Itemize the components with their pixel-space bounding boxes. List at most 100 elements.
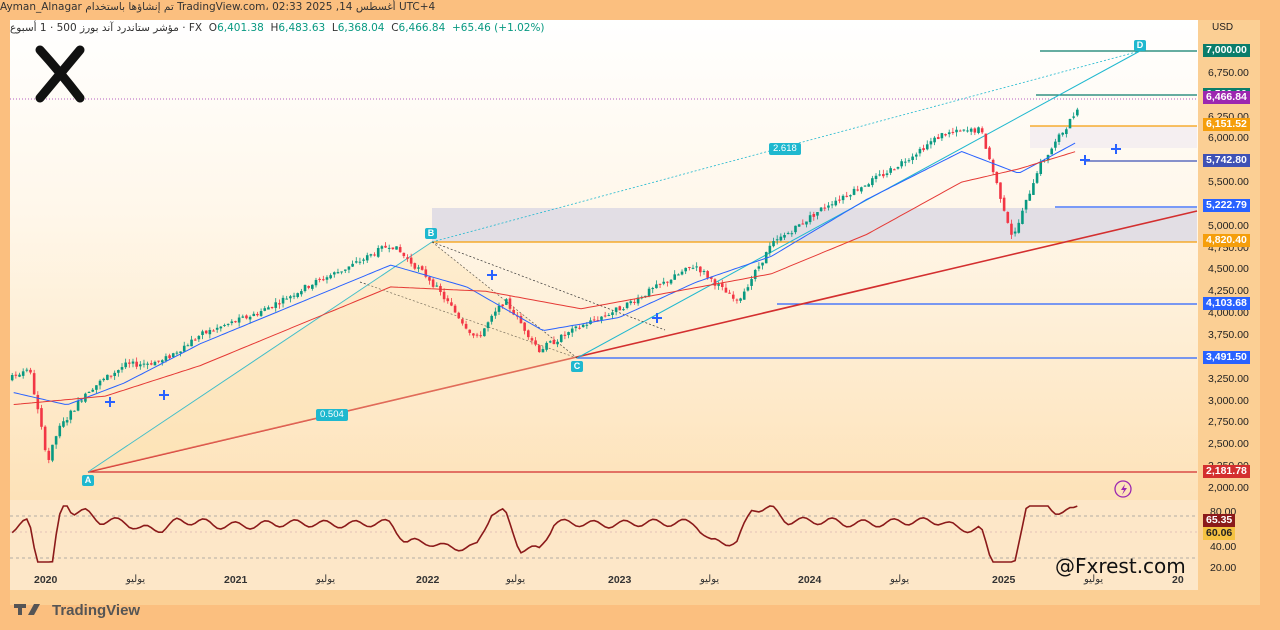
candle-body (951, 131, 955, 133)
candle-body (969, 128, 973, 132)
candle-body (318, 278, 321, 280)
candle-body (164, 356, 168, 361)
candle-body (479, 335, 483, 337)
candle-body (226, 323, 230, 325)
rsi-pane[interactable] (10, 500, 1198, 590)
ema-line (13, 142, 1076, 405)
candle-body (14, 374, 18, 376)
candle-body (1057, 134, 1061, 142)
high-label: H (270, 22, 279, 34)
price-axis[interactable] (1198, 20, 1260, 605)
time-axis[interactable] (10, 590, 1198, 605)
candle-body (369, 254, 373, 256)
candle-body (263, 308, 267, 311)
rsi-tick-label: 20.00 (1210, 562, 1237, 574)
candle-body (373, 254, 376, 256)
candle-body (548, 341, 552, 343)
candle-body (1054, 141, 1057, 148)
candle-body (878, 174, 881, 176)
candle-body (710, 276, 713, 279)
candle-body (248, 316, 252, 320)
candle-body (625, 302, 629, 308)
candle-body (351, 263, 354, 267)
candle-body (622, 309, 625, 311)
candle-body (124, 362, 127, 368)
candle-body (691, 267, 695, 269)
candle-body (120, 367, 124, 370)
candle-body (713, 279, 717, 286)
y-tick-label: 4,000.00 (1208, 307, 1249, 320)
candle-body (234, 321, 237, 323)
candle-body (106, 374, 109, 380)
candle-body (175, 352, 179, 354)
candle-body (281, 297, 285, 304)
candle-body (633, 301, 636, 303)
candle-body (991, 159, 995, 173)
candle-body (278, 303, 281, 305)
candle-body (1076, 109, 1079, 116)
x-tick-label: 20 (1172, 574, 1184, 586)
candle-body (830, 204, 834, 206)
candle-body (673, 274, 677, 280)
chart-area[interactable] (10, 20, 1260, 605)
candle-body (903, 161, 907, 163)
resistance-zone (1030, 126, 1197, 148)
candle-body (699, 266, 702, 273)
lightning-icon[interactable] (1114, 480, 1132, 498)
candle-body (731, 294, 735, 299)
candle-body (534, 340, 537, 345)
candle-body (65, 420, 69, 423)
candle-body (193, 339, 197, 341)
candle-body (461, 319, 464, 324)
y-tick-label: 4,500.00 (1208, 263, 1249, 276)
candle-body (750, 279, 753, 286)
candle-body (223, 325, 226, 327)
point-d-label: D (1134, 40, 1146, 51)
candle-body (519, 316, 523, 324)
y-tick-label: 4,250.00 (1208, 285, 1249, 298)
open-value: 6,401.38 (217, 22, 264, 34)
y-tick-label: 5,000.00 (1208, 219, 1249, 232)
candle-body (545, 342, 548, 350)
tradingview-logo-icon (14, 604, 40, 615)
candle-body (508, 298, 512, 309)
candle-body (475, 334, 479, 336)
candle-body (18, 374, 21, 377)
candle-body (929, 141, 933, 145)
supply-demand-zone (432, 208, 1197, 242)
tradingview-brand[interactable]: TradingView (52, 602, 141, 619)
candle-body (365, 255, 369, 261)
candle-body (197, 336, 201, 340)
candle-body (812, 213, 816, 217)
candle-body (128, 362, 131, 364)
candle-body (354, 261, 358, 263)
candle-body (801, 223, 805, 225)
watermark: @Fxrest.com (1055, 554, 1186, 578)
candle-body (219, 326, 223, 329)
candle-body (794, 225, 797, 233)
candle-body (944, 134, 947, 136)
rsi-line (11, 505, 1078, 563)
candle-body (113, 372, 116, 376)
candle-body (977, 127, 980, 134)
ohlc-legend[interactable]: مؤشر ستاندرد آند بورز 500 · 1 أسبوع · FX… (10, 22, 545, 34)
price-pane[interactable] (10, 20, 1198, 500)
candle-body (874, 175, 878, 179)
currency-label[interactable]: USD (1212, 22, 1234, 33)
candle-body (845, 195, 849, 197)
candle-body (889, 168, 892, 173)
candle-body (849, 195, 852, 197)
candle-body (362, 259, 365, 261)
candle-body (651, 288, 655, 290)
candle-body (526, 330, 530, 338)
candle-body (523, 322, 526, 331)
candle-body (182, 345, 186, 352)
candle-body (911, 156, 914, 161)
x-tick-label: يوليو (506, 574, 526, 585)
candle-body (772, 241, 775, 247)
candle-body (142, 363, 146, 365)
candle-body (424, 269, 428, 277)
candle-body (347, 266, 351, 270)
candle-body (215, 327, 219, 330)
